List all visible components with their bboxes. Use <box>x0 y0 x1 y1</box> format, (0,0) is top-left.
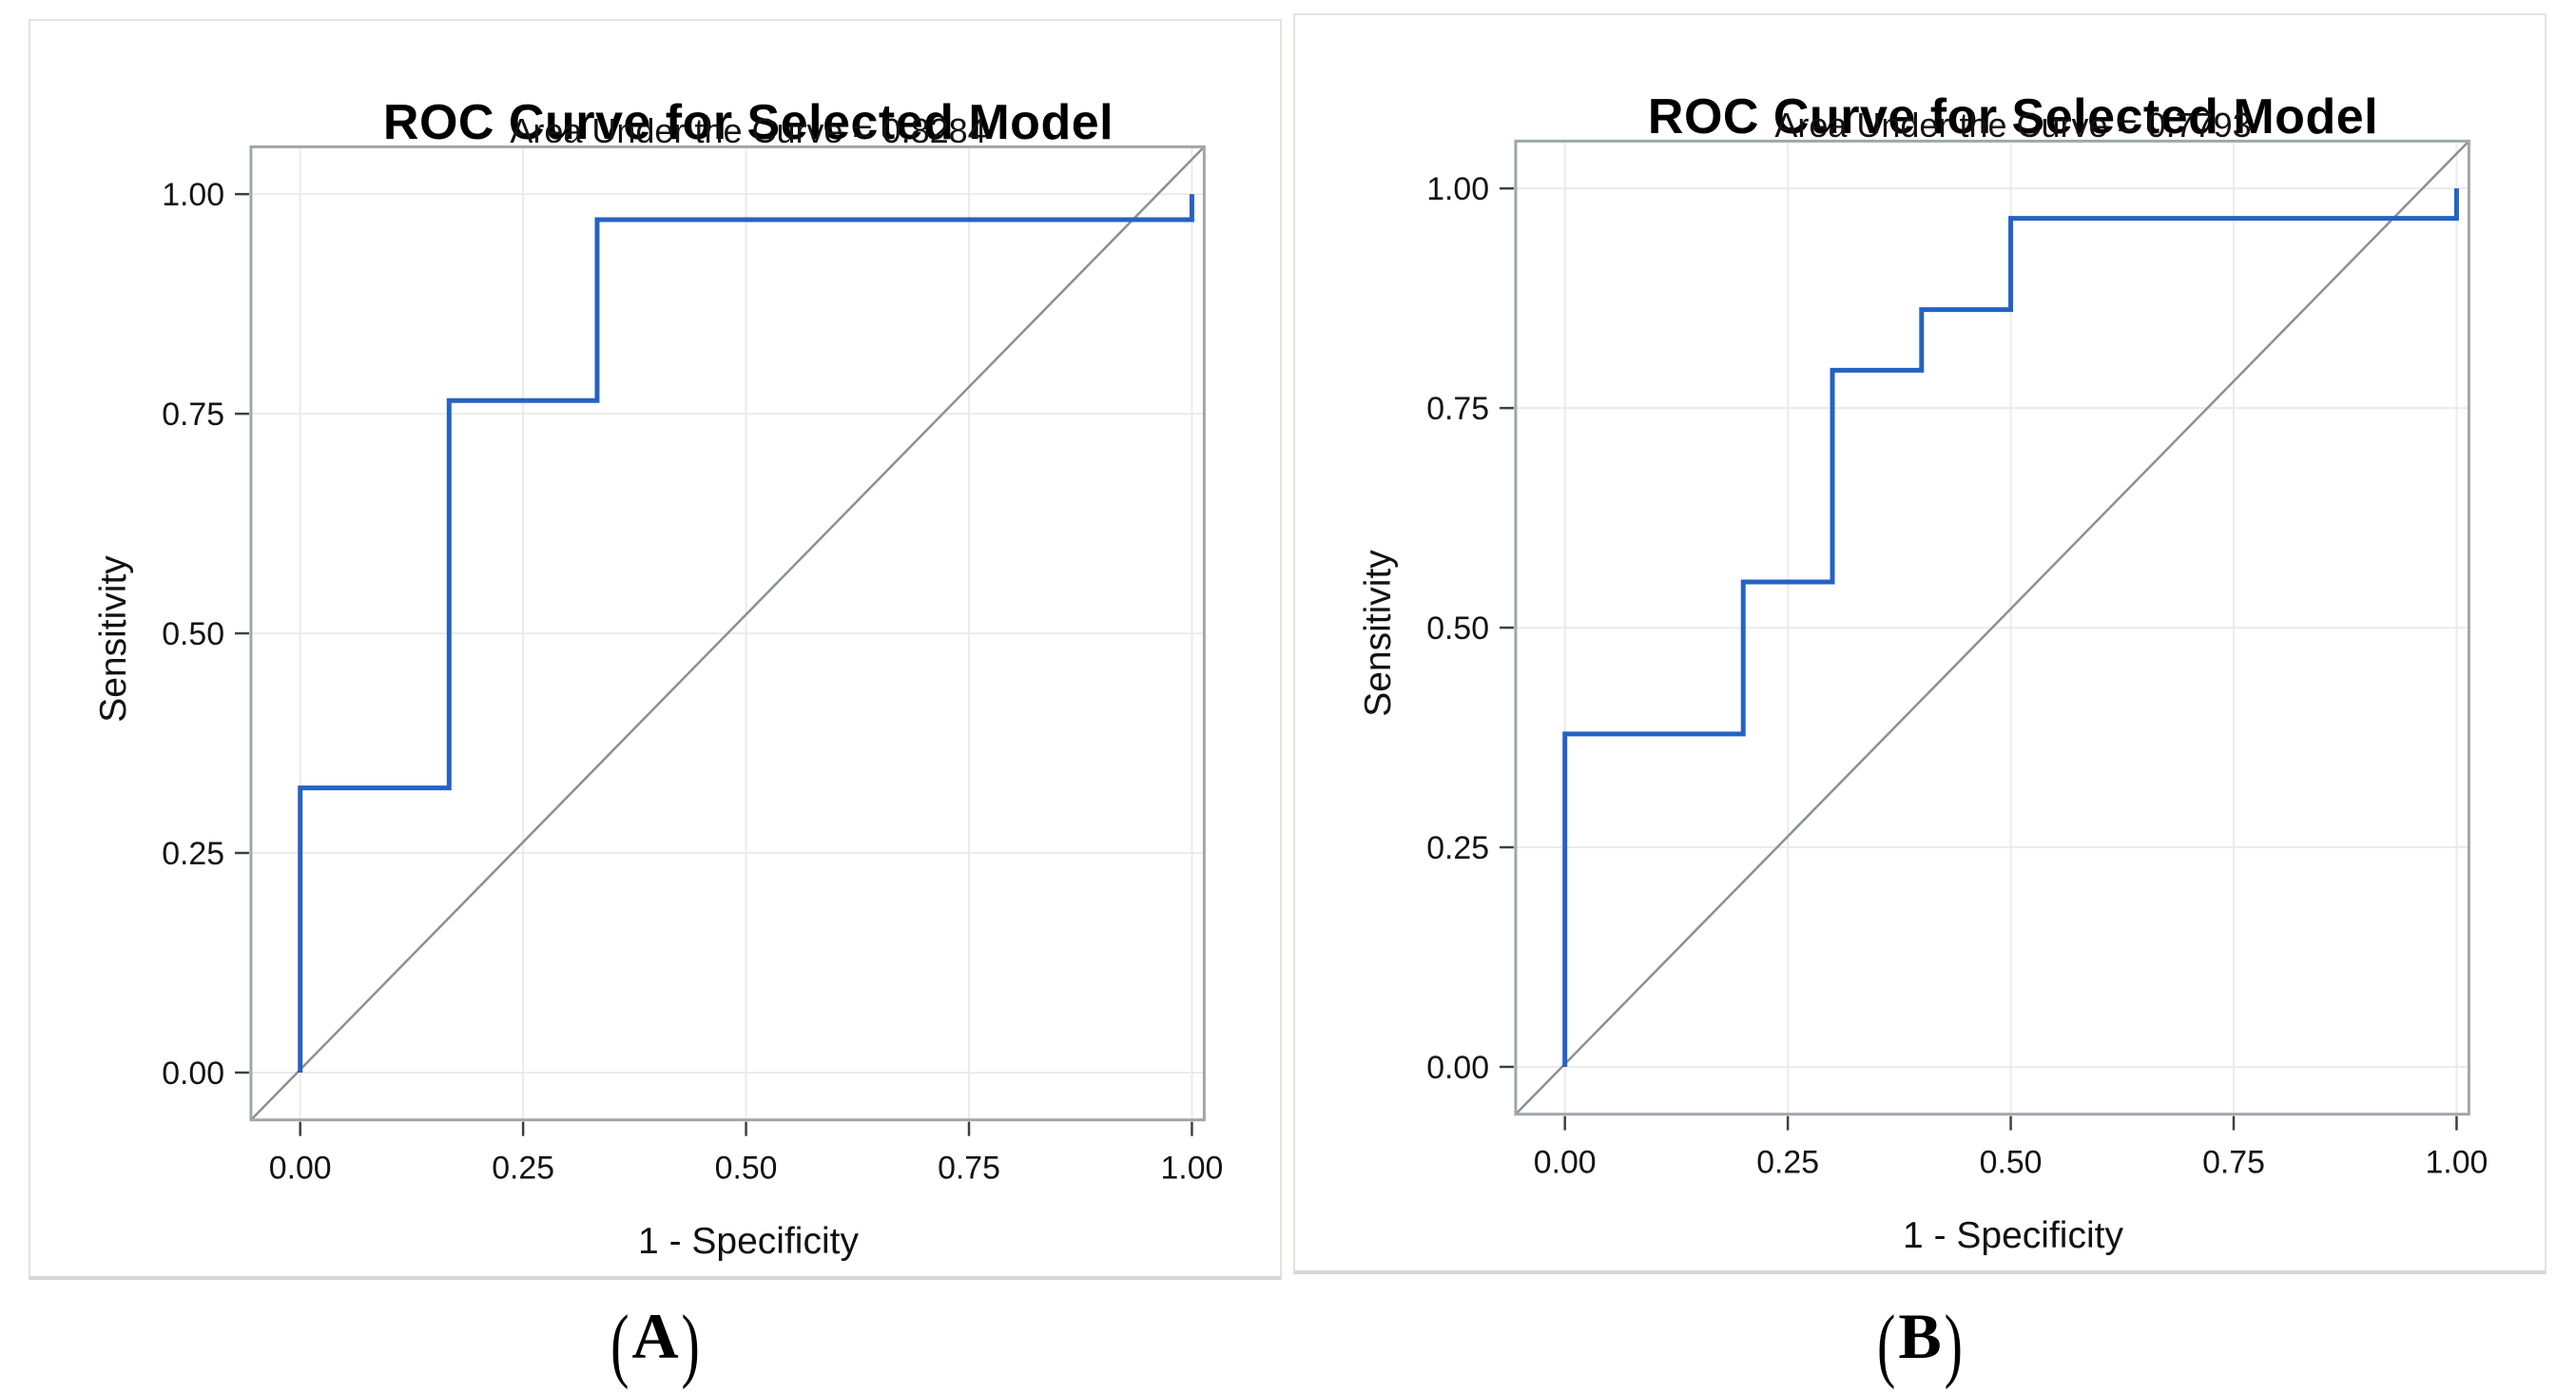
caption-close-paren: ) <box>681 1297 700 1391</box>
roc-plot-a: 0.00 0.25 0.50 0.75 1.00 0.00 0.25 0.50 0.75 1.00 <box>162 145 1224 1186</box>
y-tick-label: 0.25 <box>1426 830 1489 866</box>
roc-curve-line <box>1562 188 2459 1067</box>
y-tick-label: 0.75 <box>162 397 224 433</box>
y-tick-label: 0.75 <box>1426 391 1489 427</box>
chart-title: ROC Curve for Selected Model <box>1647 89 2379 145</box>
chance-diagonal-line <box>1515 140 2470 1115</box>
roc-panel-a-inner: 0.00 0.25 0.50 0.75 1.00 0.00 0.25 0.50 0.75 1.00… <box>30 21 1280 1276</box>
chart-title: ROC Curve for Selected Model <box>382 95 1114 151</box>
x-tick-label: 0.25 <box>1756 1144 1819 1180</box>
y-tick-label: 0.00 <box>162 1055 224 1092</box>
x-tick-label: 0.00 <box>269 1150 332 1186</box>
y-tick-label: 1.00 <box>162 177 224 213</box>
y-axis-label: Sensitivity <box>1358 550 1399 717</box>
y-tick-label: 1.00 <box>1426 171 1489 207</box>
caption-open-paren: ( <box>1876 1297 1896 1391</box>
x-tick-label: 0.50 <box>1980 1144 2043 1180</box>
x-tick-label: 0.25 <box>492 1150 554 1186</box>
y-tick-label: 0.00 <box>1426 1050 1489 1086</box>
y-axis-label: Sensitivity <box>93 555 134 723</box>
x-tick-label: 0.75 <box>2202 1144 2265 1180</box>
panel-caption-b: (B) <box>1293 1295 2547 1394</box>
caption-letter: A <box>631 1300 679 1372</box>
roc-curve-line <box>298 194 1194 1073</box>
chance-diagonal-line <box>250 145 1206 1121</box>
roc-panel-b: 0.00 0.25 0.50 0.75 1.00 0.00 0.25 0.50 0.75 1.00… <box>1293 13 2547 1274</box>
x-tick-label: 0.50 <box>715 1150 778 1186</box>
x-tick-label: 1.00 <box>1161 1150 1224 1186</box>
chart-subtitle-auc: Area Under the Curve = 0.8284 <box>510 111 987 150</box>
chart-subtitle-auc: Area Under the Curve = 0.7793 <box>1774 106 2252 145</box>
plot-frame <box>249 145 1206 1122</box>
caption-open-paren: ( <box>610 1297 629 1391</box>
x-axis-label: 1 - Specificity <box>1903 1215 2123 1256</box>
roc-panel-b-inner: 0.00 0.25 0.50 0.75 1.00 0.00 0.25 0.50 0.75 1.00… <box>1295 15 2545 1270</box>
x-tick-label: 1.00 <box>2426 1144 2489 1180</box>
y-tick-label: 0.50 <box>162 616 224 652</box>
caption-close-paren: ) <box>1944 1297 1963 1391</box>
y-tick-label: 0.25 <box>162 836 224 872</box>
x-tick-label: 0.00 <box>1534 1144 1597 1180</box>
panel-caption-a: (A) <box>29 1295 1282 1394</box>
roc-plot-b: 0.00 0.25 0.50 0.75 1.00 0.00 0.25 0.50 0.75 1.00 <box>1426 139 2489 1180</box>
x-axis-label: 1 - Specificity <box>638 1221 859 1262</box>
x-tick-label: 0.75 <box>938 1150 1000 1186</box>
roc-panel-a: 0.00 0.25 0.50 0.75 1.00 0.00 0.25 0.50 0.75 1.00… <box>29 19 1282 1280</box>
plot-frame <box>1514 139 2470 1116</box>
caption-letter: B <box>1898 1300 1942 1372</box>
y-tick-label: 0.50 <box>1426 610 1489 647</box>
